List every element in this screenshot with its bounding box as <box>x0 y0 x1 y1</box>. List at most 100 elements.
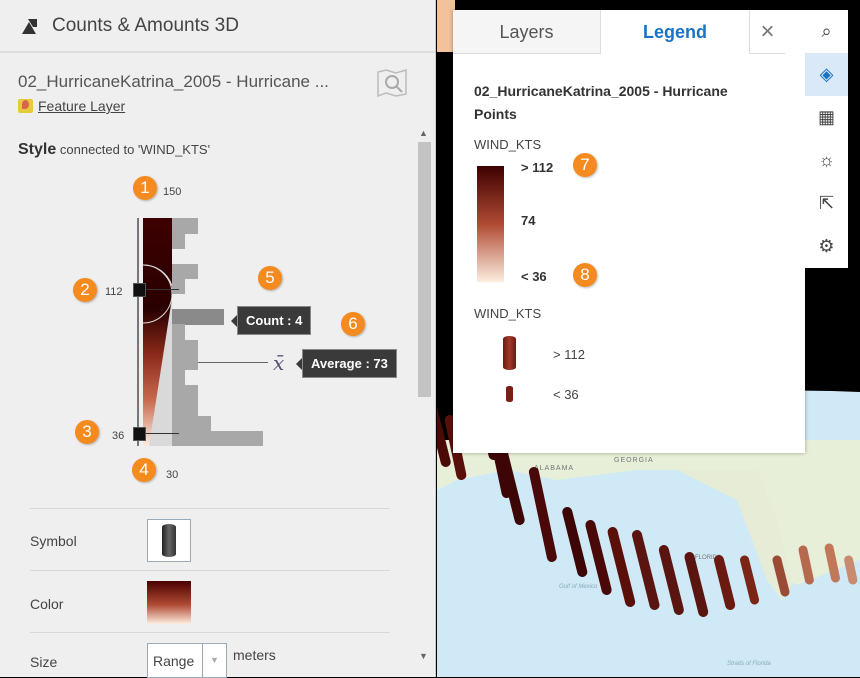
legend-color-mid: 74 <box>521 213 536 228</box>
callout-badge-5: 5 <box>258 266 282 290</box>
hurricane-cylinder[interactable] <box>658 545 684 615</box>
style-panel: Counts & Amounts 3D 02_HurricaneKatrina_… <box>0 0 436 678</box>
lower-handle-label: 36 <box>112 430 125 442</box>
callout-badge-6: 6 <box>341 312 365 336</box>
count-tooltip: Count : 4 <box>230 306 312 335</box>
size-label: Size <box>30 654 58 670</box>
legend-panel: Layers Legend × 02_HurricaneKatrina_2005… <box>453 10 805 453</box>
tab-legend[interactable]: Legend <box>642 22 707 42</box>
share-icon[interactable]: ⇱ <box>818 193 835 213</box>
color-label: Color <box>30 596 64 612</box>
legend-color-field: WIND_KTS <box>474 137 542 152</box>
hurricane-cylinder[interactable] <box>844 555 858 585</box>
upper-handle[interactable] <box>133 283 146 297</box>
hurricane-cylinder[interactable] <box>528 467 557 562</box>
histogram-bar[interactable] <box>172 233 185 249</box>
upper-handle-label: 112 <box>105 286 123 298</box>
settings-icon[interactable]: ☼ <box>818 150 835 170</box>
histogram-bar[interactable] <box>172 415 211 432</box>
average-tooltip: Average : 73 <box>296 349 397 378</box>
chevron-down-icon[interactable]: ▼ <box>202 644 226 677</box>
symbol-label: Symbol <box>30 533 77 549</box>
hurricane-cylinder[interactable] <box>437 390 451 467</box>
slider-max-label: 150 <box>163 186 182 198</box>
hurricane-cylinder[interactable] <box>607 527 636 607</box>
size-cylinder-small-icon <box>506 386 513 402</box>
symbol-picker[interactable] <box>147 519 191 562</box>
hurricane-cylinder[interactable] <box>740 555 760 605</box>
symbol-row: Symbol <box>30 508 390 570</box>
legend-color-ramp <box>477 166 504 282</box>
histogram-bar[interactable] <box>172 385 198 401</box>
cylinder-icon <box>162 524 176 557</box>
size-mode-select[interactable]: Range ▼ <box>147 643 227 678</box>
scroll-up-icon[interactable]: ▲ <box>419 128 428 138</box>
panel-scrollbar[interactable]: ▲ ▼ <box>416 128 432 668</box>
layers-icon[interactable]: ◈ <box>805 53 848 96</box>
average-symbol: x̄ <box>273 351 285 375</box>
callout-badge-2: 2 <box>73 278 97 302</box>
legend-size-field: WIND_KTS <box>474 306 542 321</box>
histogram-bar[interactable] <box>172 400 198 417</box>
ramp-overlay <box>143 264 172 446</box>
hurricane-cylinder[interactable] <box>713 555 736 610</box>
slider-min-label: 30 <box>166 469 179 481</box>
callout-badge-1: 1 <box>133 176 157 200</box>
histogram-bar[interactable] <box>172 370 185 386</box>
histogram-bar[interactable] <box>172 263 198 280</box>
map-label-alabama: ALABAMA <box>534 465 574 472</box>
hurricane-cylinder[interactable] <box>585 520 612 595</box>
hurricane-cylinder[interactable] <box>632 530 660 610</box>
hurricane-cylinder[interactable] <box>798 545 814 585</box>
size-unit: meters <box>233 647 276 663</box>
close-icon[interactable]: × <box>749 10 785 54</box>
color-row: Color <box>30 570 390 632</box>
histogram-bar[interactable] <box>172 430 263 447</box>
counts-amounts-icon <box>22 18 37 34</box>
histogram-bar[interactable] <box>172 354 198 371</box>
callout-badge-4: 4 <box>132 458 156 482</box>
tab-layers[interactable]: Layers <box>453 10 601 54</box>
histogram-bar[interactable] <box>172 324 185 341</box>
histogram-bar[interactable] <box>172 309 224 325</box>
legend-color-low: < 36 <box>521 269 547 284</box>
size-cylinder-large-icon <box>503 336 516 370</box>
feature-layer-link[interactable]: Feature Layer <box>38 98 126 114</box>
legend-size-low: < 36 <box>553 387 579 402</box>
search-icon[interactable]: ⌕ <box>821 21 832 41</box>
histogram <box>172 218 292 447</box>
scroll-thumb[interactable] <box>418 142 431 397</box>
histogram-bar[interactable] <box>172 218 198 234</box>
hurricane-cylinder[interactable] <box>684 552 709 617</box>
scroll-down-icon[interactable]: ▼ <box>419 651 428 661</box>
slider-track <box>137 218 139 446</box>
advanced-settings-icon[interactable]: ⚙ <box>818 236 835 256</box>
map-label-gulf: Gulf of Mexico <box>559 584 598 590</box>
panel-header: Counts & Amounts 3D <box>0 0 435 53</box>
lower-handle[interactable] <box>133 427 146 441</box>
map-label-straits: Straits of Florida <box>727 661 771 667</box>
hurricane-cylinder[interactable] <box>495 440 525 525</box>
basemap-gallery-icon[interactable]: ▦ <box>817 107 835 127</box>
hurricane-cylinder[interactable] <box>824 543 840 583</box>
map-toolbar: ⌕ ◈ ▦ ☼ ⇱ ⚙ <box>805 10 848 268</box>
color-ramp-picker[interactable] <box>147 581 191 624</box>
average-line <box>198 362 268 363</box>
feature-layer-icon <box>18 99 33 113</box>
callout-badge-3: 3 <box>75 420 99 444</box>
legend-layer-title: 02_HurricaneKatrina_2005 - Hurricane Poi… <box>474 83 728 122</box>
hurricane-cylinder[interactable] <box>772 555 790 597</box>
size-mode-value: Range <box>153 653 195 669</box>
layer-name: 02_HurricaneKatrina_2005 - Hurricane ... <box>18 72 329 91</box>
histogram-bar[interactable] <box>172 278 185 295</box>
legend-size-high: > 112 <box>553 347 585 362</box>
map-label-georgia: GEORGIA <box>614 457 654 464</box>
histogram-bar[interactable] <box>172 339 198 356</box>
size-row: Size Range ▼ meters <box>30 632 390 678</box>
zoom-to-layer-icon[interactable] <box>376 68 408 98</box>
callout-badge-7: 7 <box>573 153 597 177</box>
style-heading: Style connected to 'WIND_KTS' <box>18 141 211 158</box>
hurricane-cylinder[interactable] <box>562 507 588 577</box>
map-label-florida: FLORIDA <box>695 555 721 561</box>
hurricane-cylinders <box>437 370 858 617</box>
